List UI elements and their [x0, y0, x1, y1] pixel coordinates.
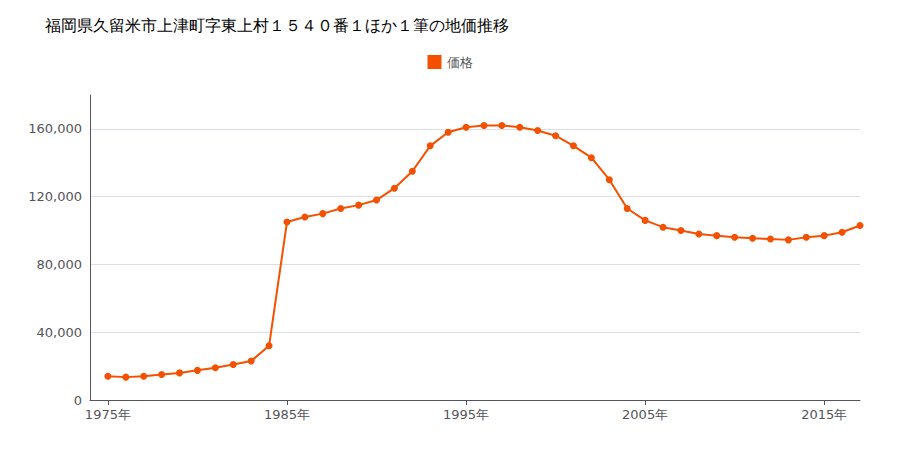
svg-text:1985年: 1985年	[264, 407, 310, 422]
svg-text:2015年: 2015年	[801, 407, 847, 422]
svg-text:1995年: 1995年	[443, 407, 489, 422]
svg-text:1975年: 1975年	[85, 407, 131, 422]
svg-text:2005年: 2005年	[622, 407, 668, 422]
svg-text:120,000: 120,000	[28, 189, 82, 204]
svg-text:0: 0	[74, 393, 82, 408]
svg-text:福岡県久留米市上津町字東上村１５４０番１ほか１筆の地価推移: 福岡県久留米市上津町字東上村１５４０番１ほか１筆の地価推移	[45, 16, 509, 35]
svg-text:40,000: 40,000	[37, 325, 83, 340]
svg-text:80,000: 80,000	[37, 257, 83, 272]
svg-text:160,000: 160,000	[28, 121, 82, 136]
svg-text:価格: 価格	[447, 55, 473, 70]
